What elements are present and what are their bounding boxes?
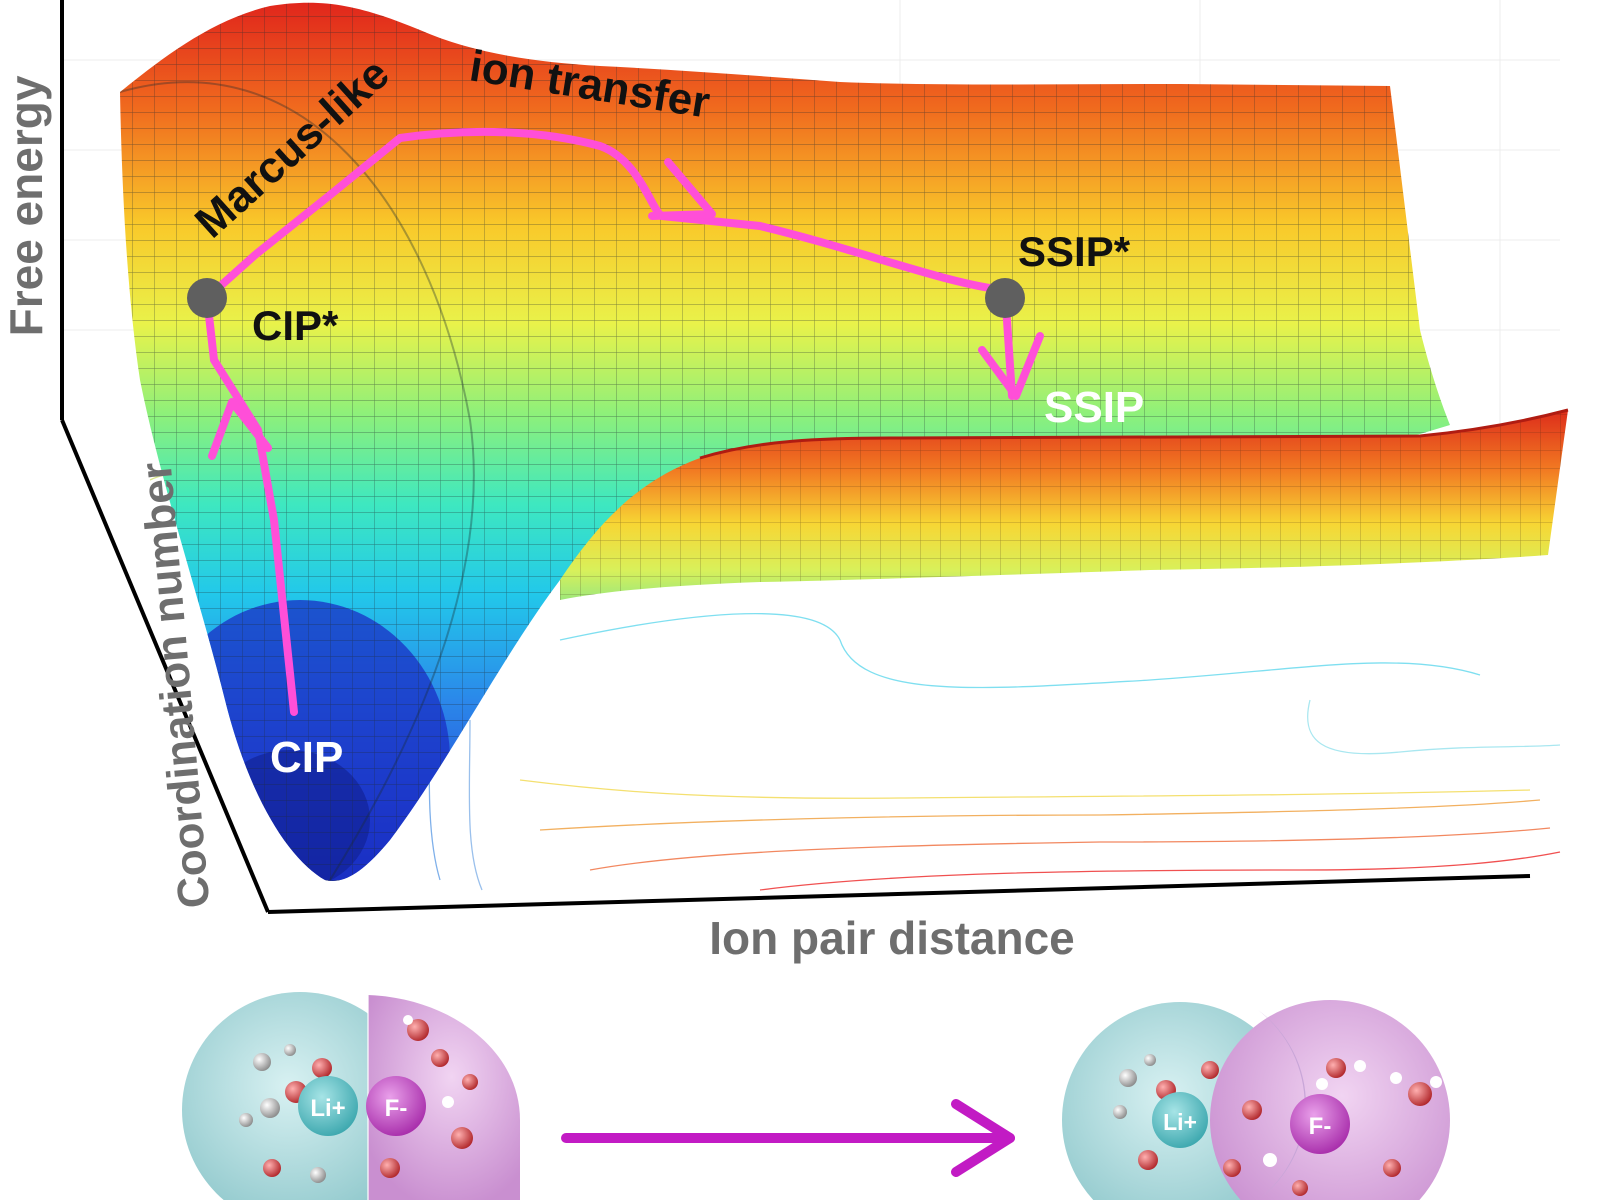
ssip-down-arrowhead (978, 332, 1044, 400)
cip-star-label: CIP* (252, 302, 339, 349)
ssip-star-label: SSIP* (1018, 228, 1131, 275)
distance-axis (267, 874, 1531, 914)
ssip-f-label: F- (1309, 1113, 1332, 1140)
coordination-axis (60, 419, 270, 913)
cip-f-label: F- (385, 1095, 408, 1122)
free-energy-axis-label: Free energy (0, 75, 52, 336)
ssip-f-ion (1290, 1094, 1350, 1154)
distance-axis-label: Ion pair distance (709, 912, 1075, 964)
cip-f-ion (366, 1076, 426, 1136)
cip-label: CIP (270, 733, 343, 782)
ssip-label: SSIP (1044, 383, 1144, 432)
cip-li-ion (298, 1076, 358, 1136)
marcus-path-arrowhead (648, 158, 716, 220)
cip-to-ssip-arrow (561, 1099, 1015, 1177)
axes-frame (60, 0, 1531, 914)
ssip-solvent-atoms (1113, 1054, 1442, 1196)
cip-li-label: Li+ (310, 1095, 345, 1122)
cip-up-arrowhead (208, 398, 272, 460)
ssip-li-ion (1152, 1092, 1208, 1148)
floor-contours (149, 469, 1561, 891)
reaction-pathway (203, 127, 1044, 716)
cip-cluster: Li+ F- (182, 992, 520, 1200)
cip-star-marker (187, 278, 227, 318)
ssip-star-marker (985, 278, 1025, 318)
ssip-cluster: Li+ F- (1062, 1000, 1450, 1200)
ssip-li-label: Li+ (1163, 1109, 1197, 1135)
marcus-path (203, 127, 1009, 302)
cip-solvent-atoms (239, 1015, 478, 1183)
